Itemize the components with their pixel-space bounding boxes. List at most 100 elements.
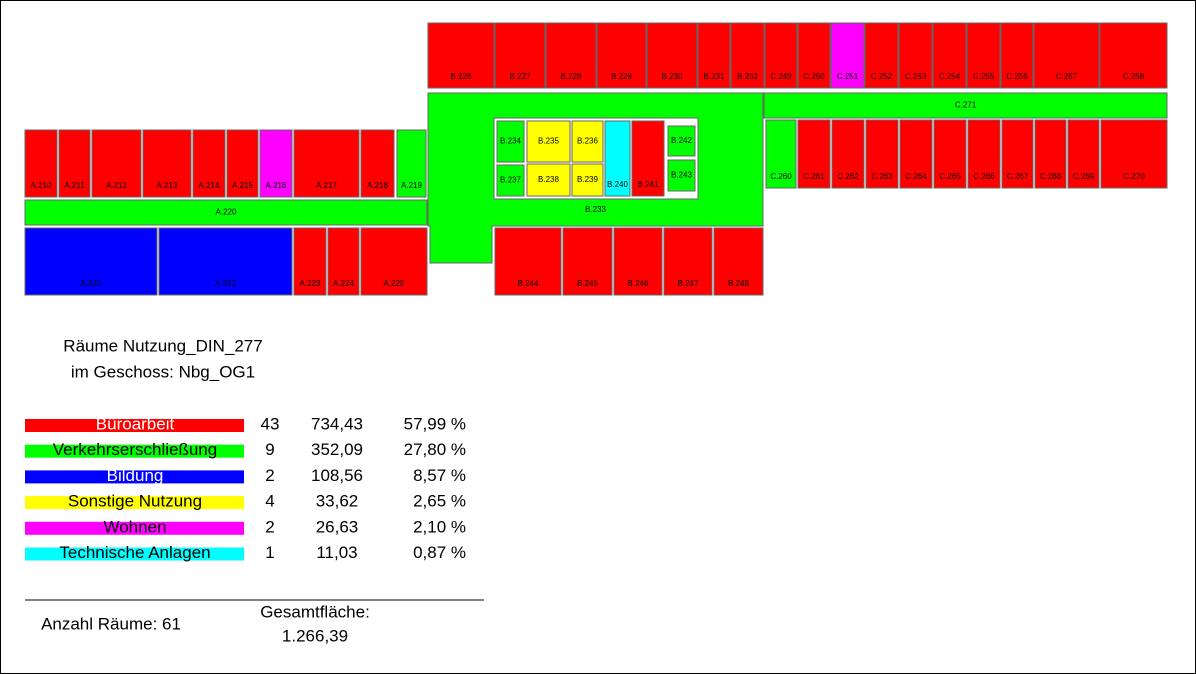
legend-name: Büroarbeit bbox=[96, 414, 175, 433]
room bbox=[192, 129, 226, 198]
room-label: B.228 bbox=[561, 72, 582, 81]
room bbox=[360, 227, 428, 296]
room-label: B.227 bbox=[510, 72, 531, 81]
room bbox=[763, 92, 1168, 119]
legend-area: 108,56 bbox=[311, 466, 363, 485]
room bbox=[1001, 119, 1034, 189]
room-label: B.229 bbox=[611, 72, 632, 81]
room-label: B.239 bbox=[577, 175, 598, 184]
room-label: C.251 bbox=[837, 72, 859, 81]
legend-name: Wohnen bbox=[103, 517, 166, 536]
room-label: C.254 bbox=[939, 72, 961, 81]
room-label: C.267 bbox=[1007, 172, 1029, 181]
legend-swatch bbox=[25, 419, 244, 432]
room-label: A.221 bbox=[81, 279, 102, 288]
room-label: A.213 bbox=[157, 181, 178, 190]
legend-count: 4 bbox=[265, 492, 274, 511]
room bbox=[562, 227, 613, 296]
legend-share: 27,80 % bbox=[404, 440, 466, 459]
room bbox=[1000, 22, 1034, 89]
room-label: B.232 bbox=[737, 72, 758, 81]
room-label: B.233 bbox=[585, 205, 606, 214]
room bbox=[1099, 22, 1168, 89]
legend-share: 2,10 % bbox=[413, 517, 466, 536]
room-label: C.266 bbox=[973, 172, 995, 181]
room-label: A.218 bbox=[367, 181, 388, 190]
room-label: A.217 bbox=[316, 181, 337, 190]
legend-swatch bbox=[25, 470, 244, 484]
legend-share: 8,57 % bbox=[413, 466, 466, 485]
room bbox=[730, 22, 765, 89]
room bbox=[663, 227, 713, 296]
room bbox=[765, 119, 797, 189]
legend-count: 43 bbox=[261, 414, 280, 433]
room bbox=[571, 120, 604, 163]
room-label: B.231 bbox=[704, 72, 725, 81]
room-label: C.269 bbox=[1073, 172, 1095, 181]
room-label: A.216 bbox=[266, 181, 287, 190]
room bbox=[667, 125, 696, 157]
legend-name: Bildung bbox=[107, 466, 164, 485]
room-label: C.257 bbox=[1056, 72, 1078, 81]
room bbox=[360, 129, 395, 198]
room bbox=[613, 227, 663, 296]
room bbox=[713, 227, 764, 296]
room bbox=[898, 22, 933, 89]
legend-swatch bbox=[25, 444, 244, 458]
room-label: C.255 bbox=[973, 72, 995, 81]
room bbox=[494, 22, 546, 89]
room bbox=[831, 119, 865, 189]
legend-share: 57,99 % bbox=[404, 414, 466, 433]
room bbox=[58, 129, 91, 198]
room-label: B.244 bbox=[518, 279, 539, 288]
legend-share: 0,87 % bbox=[413, 543, 466, 562]
legend-count: 2 bbox=[265, 466, 274, 485]
legend-area: 352,09 bbox=[311, 440, 363, 459]
room-label: C.263 bbox=[871, 172, 893, 181]
room bbox=[259, 129, 293, 198]
room-label: C.250 bbox=[803, 72, 825, 81]
room bbox=[864, 22, 899, 89]
room bbox=[865, 119, 899, 189]
legend-count: 1 bbox=[265, 543, 274, 562]
room-label: B.241 bbox=[638, 180, 659, 189]
room bbox=[526, 120, 571, 163]
room-label: C.264 bbox=[905, 172, 927, 181]
room bbox=[932, 22, 967, 89]
room bbox=[142, 129, 192, 198]
room bbox=[697, 22, 731, 89]
room bbox=[967, 119, 1001, 189]
room-label: B.235 bbox=[538, 137, 559, 146]
room-label: A.219 bbox=[401, 181, 422, 190]
room bbox=[293, 227, 327, 296]
legend-area: 33,62 bbox=[316, 492, 359, 511]
room-count: Anzahl Räume: 61 bbox=[41, 614, 181, 633]
legend-swatch bbox=[25, 496, 244, 510]
room-label: A.222 bbox=[215, 279, 236, 288]
room-label: B.248 bbox=[728, 279, 749, 288]
legend-count: 9 bbox=[265, 440, 274, 459]
room bbox=[24, 129, 58, 198]
room-label: C.249 bbox=[770, 72, 792, 81]
room-label: B.226 bbox=[451, 72, 472, 81]
room bbox=[933, 119, 967, 189]
room bbox=[764, 22, 798, 89]
room-label: C.268 bbox=[1040, 172, 1062, 181]
room bbox=[427, 22, 495, 89]
room bbox=[24, 227, 158, 296]
room bbox=[327, 227, 360, 296]
legend-area: 734,43 bbox=[311, 414, 363, 433]
room bbox=[496, 120, 525, 163]
room bbox=[797, 22, 831, 89]
legend-title: Räume Nutzung_DIN_277 bbox=[63, 336, 262, 355]
room-label: C.262 bbox=[837, 172, 859, 181]
room bbox=[830, 22, 865, 89]
room-label: C.270 bbox=[1123, 172, 1145, 181]
room-label: B.236 bbox=[577, 137, 598, 146]
room bbox=[158, 227, 293, 296]
room-label: B.247 bbox=[678, 279, 699, 288]
room bbox=[899, 119, 933, 189]
room-label: A.220 bbox=[216, 208, 237, 217]
room-label: A.211 bbox=[64, 181, 85, 190]
